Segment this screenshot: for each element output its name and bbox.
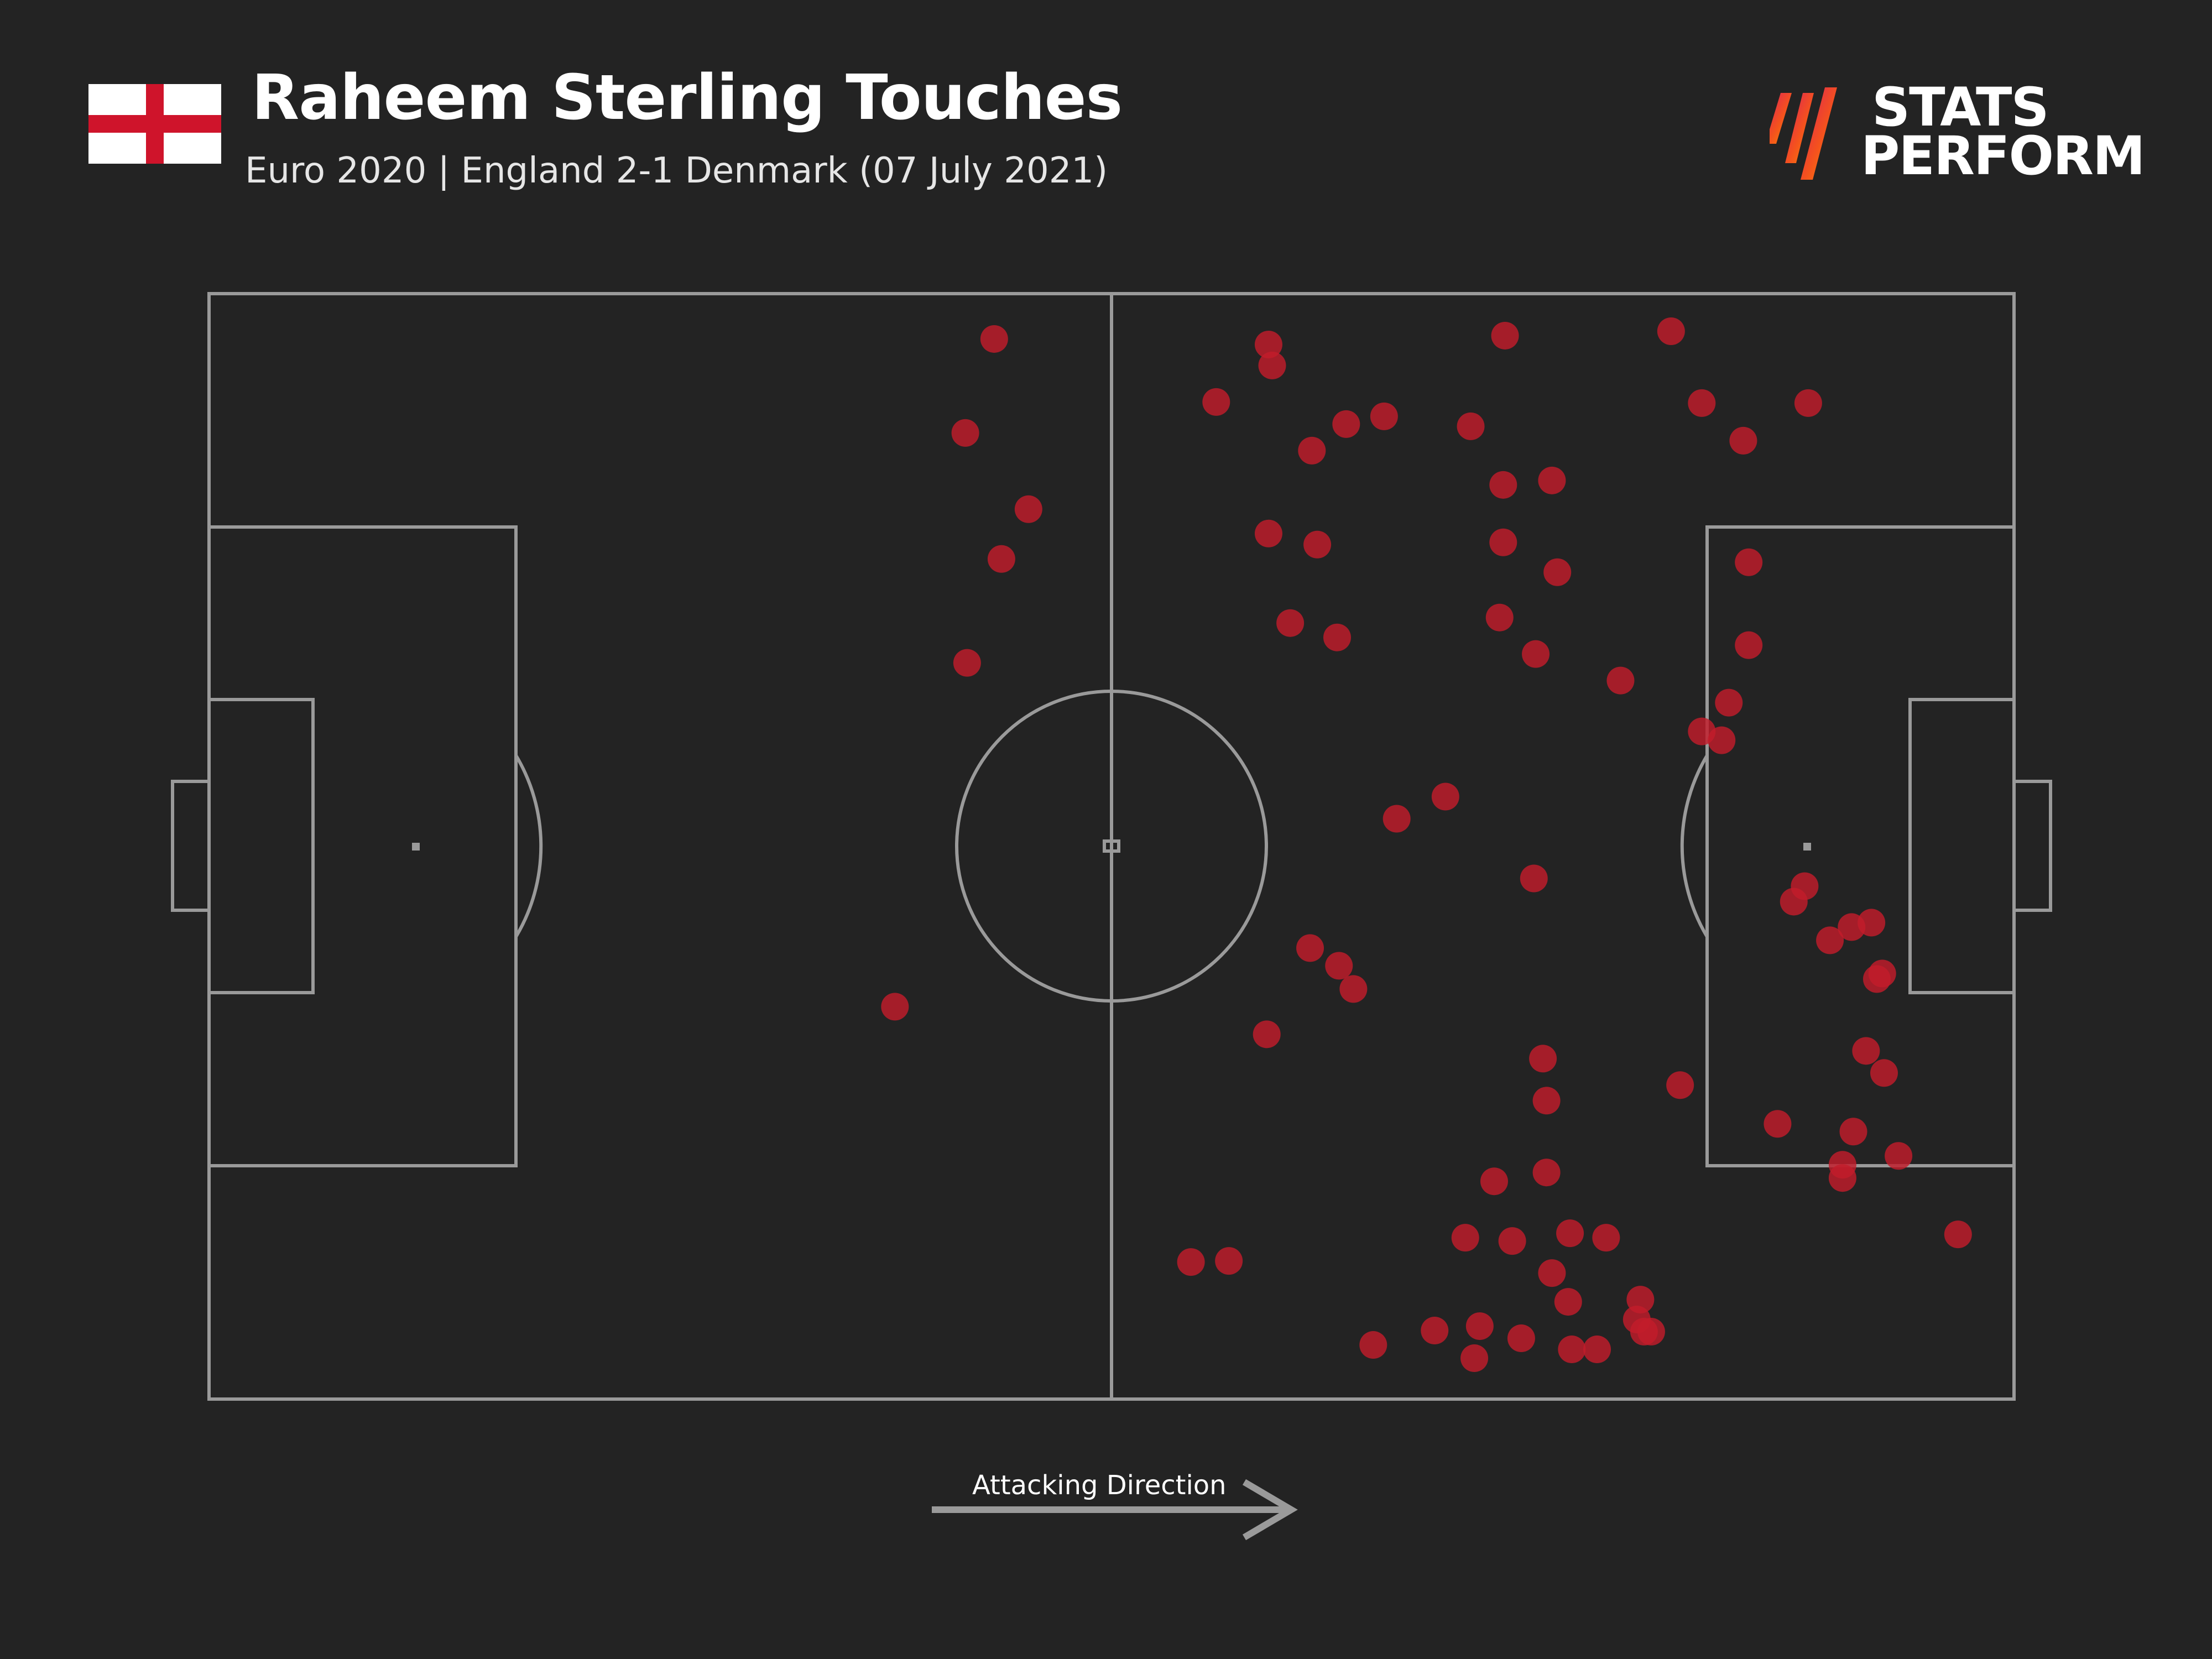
touch-point xyxy=(881,993,909,1021)
touch-point xyxy=(1303,530,1332,559)
centre-spot xyxy=(1103,839,1120,853)
touch-point xyxy=(1421,1317,1449,1345)
touch-point xyxy=(1489,471,1517,499)
brand-line-2: PERFORM xyxy=(1861,125,2145,187)
touch-point xyxy=(1885,1142,1913,1170)
touch-point xyxy=(1323,623,1351,651)
touch-point xyxy=(1465,1312,1494,1340)
touch-point xyxy=(1529,1045,1557,1073)
touch-point xyxy=(1498,1227,1526,1255)
touch-point xyxy=(1485,603,1514,632)
touch-point xyxy=(1764,1110,1792,1138)
touch-point xyxy=(1254,519,1282,547)
touch-point xyxy=(1253,1020,1281,1048)
touch-point xyxy=(1522,640,1550,668)
touch-point xyxy=(1688,717,1716,745)
touch-point xyxy=(1735,631,1763,659)
chart-subtitle: Euro 2020 | England 2-1 Denmark (07 July… xyxy=(245,150,1108,191)
right-goal xyxy=(2012,780,2052,912)
touch-point xyxy=(1543,558,1572,586)
touch-point xyxy=(1325,952,1353,980)
touch-point xyxy=(1657,317,1685,345)
right-six-yard-box xyxy=(1908,698,2016,994)
touch-point xyxy=(1457,412,1485,440)
touch-point xyxy=(1276,609,1305,637)
touch-point xyxy=(1735,548,1763,576)
touch-point xyxy=(1538,1259,1566,1287)
touch-point xyxy=(1828,1164,1856,1192)
touch-point xyxy=(1606,666,1635,695)
touch-point xyxy=(1520,864,1548,893)
touch-point xyxy=(1383,805,1411,833)
touch-point xyxy=(1507,1324,1535,1353)
touch-point xyxy=(1558,1335,1586,1364)
touch-point xyxy=(1944,1220,1972,1249)
touch-point xyxy=(1451,1224,1479,1252)
touch-point xyxy=(1556,1219,1584,1248)
touch-point xyxy=(953,649,981,677)
touch-point xyxy=(1839,1118,1867,1146)
left-penalty-arc xyxy=(514,754,543,938)
england-flag-icon xyxy=(88,84,221,164)
arrow-head xyxy=(1242,1479,1298,1541)
touch-point xyxy=(1370,402,1398,430)
touch-point xyxy=(1852,1037,1880,1065)
touch-point xyxy=(1532,1087,1561,1115)
touch-point xyxy=(1870,1059,1898,1087)
touch-point xyxy=(1816,926,1844,954)
touch-point xyxy=(1532,1159,1561,1187)
right-penalty-spot xyxy=(1803,843,1811,851)
touch-point xyxy=(987,545,1015,573)
touch-point xyxy=(1637,1318,1665,1346)
touch-point xyxy=(1296,934,1324,962)
touch-point xyxy=(1592,1224,1620,1252)
touch-point xyxy=(1460,1344,1489,1373)
touch-point xyxy=(1715,688,1743,717)
brand-line-1: STATS xyxy=(1872,76,2049,138)
centre-circle xyxy=(955,690,1268,1003)
touch-point xyxy=(1431,782,1459,811)
touch-points xyxy=(881,317,1972,1373)
touch-point xyxy=(1729,426,1757,455)
touch-point xyxy=(1258,351,1286,379)
touch-point xyxy=(1666,1071,1694,1099)
touch-point xyxy=(951,419,979,447)
right-penalty-area xyxy=(1705,525,2016,1167)
touch-point xyxy=(1014,495,1042,523)
touch-point xyxy=(1298,436,1326,465)
right-penalty-arc xyxy=(1680,754,1709,938)
chart-title: Raheem Sterling Touches xyxy=(252,62,1123,134)
stats-perform-slash-icon xyxy=(1765,87,1837,180)
stats-perform-logo: STATS PERFORM xyxy=(1765,81,2145,182)
right-arrow-icon xyxy=(932,1479,1298,1541)
touch-point xyxy=(1480,1167,1508,1196)
touch-point xyxy=(1794,389,1822,417)
touch-point xyxy=(1202,388,1230,416)
left-penalty-area xyxy=(207,525,518,1167)
touch-point xyxy=(1688,389,1716,417)
touch-point xyxy=(1359,1331,1387,1359)
touch-point xyxy=(1838,913,1866,941)
touch-point xyxy=(1538,466,1566,494)
touch-point xyxy=(1489,528,1517,556)
touch-point xyxy=(1339,975,1368,1003)
touch-point xyxy=(1332,410,1360,438)
touch-point xyxy=(1583,1335,1611,1364)
attacking-direction-label: Attacking Direction xyxy=(972,1470,1227,1501)
left-goal xyxy=(171,780,211,912)
touch-point xyxy=(1254,330,1282,358)
touch-point xyxy=(1491,321,1519,349)
touch-point xyxy=(1177,1248,1205,1276)
touch-point xyxy=(1215,1247,1243,1275)
touch-point xyxy=(1863,965,1891,993)
flag-cross-vertical xyxy=(146,84,164,164)
touch-point xyxy=(1780,888,1808,916)
touch-point xyxy=(980,325,1008,353)
pitch-markings xyxy=(171,292,2052,1401)
left-six-yard-box xyxy=(207,698,315,994)
left-penalty-spot xyxy=(412,843,420,851)
touch-point xyxy=(1554,1288,1582,1316)
